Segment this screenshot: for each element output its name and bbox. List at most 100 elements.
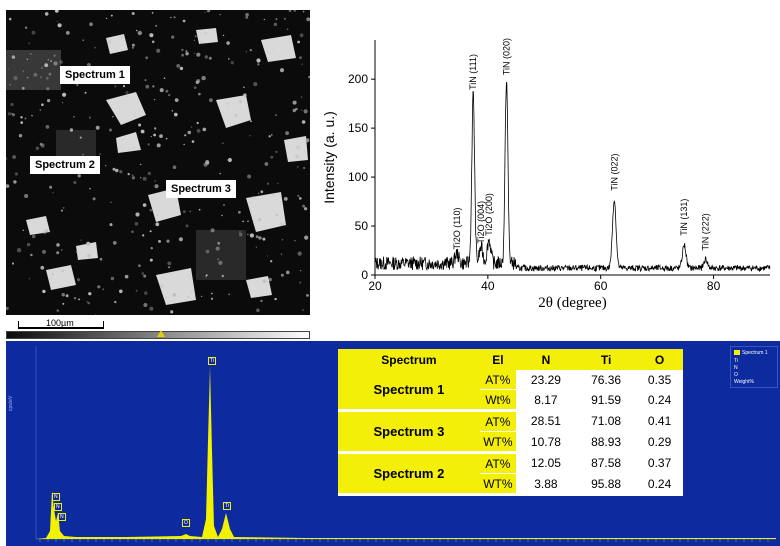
sem-speck: [258, 192, 260, 194]
unit-cell: WT%: [479, 431, 516, 454]
eds-peak-badge-n: N: [52, 493, 60, 501]
sem-speck: [249, 135, 251, 137]
sem-speck: [140, 177, 142, 179]
sem-speck: [142, 176, 147, 181]
sem-speck: [149, 258, 153, 262]
sem-speck: [176, 64, 181, 68]
sem-speck: [110, 14, 113, 17]
sem-speck: [156, 214, 159, 217]
sem-speck: [6, 184, 10, 188]
y-tick-label: 50: [355, 219, 369, 233]
table-row: WT% 10.78 88.93 0.29: [338, 431, 683, 454]
legend-item: Weight%: [734, 379, 754, 385]
sem-speck: [151, 40, 155, 44]
sem-speck: [275, 18, 278, 21]
sem-speck: [127, 172, 130, 176]
sem-speck: [21, 86, 25, 90]
sem-speck: [198, 208, 201, 211]
sem-speck: [297, 166, 299, 168]
sem-speck: [79, 136, 82, 139]
xrd-peak-label: TiN (020): [501, 38, 511, 75]
sem-speck: [262, 279, 267, 283]
sem-speck: [210, 292, 213, 295]
table-row: Wt% 8.17 91.59 0.24: [338, 389, 683, 412]
sem-speck: [226, 102, 229, 105]
sem-speck: [153, 98, 156, 101]
sem-speck: [131, 176, 136, 180]
sem-speck: [193, 52, 195, 55]
sem-speck: [228, 58, 230, 60]
sem-speck: [181, 48, 184, 52]
sem-speck: [268, 277, 272, 282]
sem-speck: [296, 145, 301, 150]
legend-label: O: [734, 372, 738, 378]
sem-speck: [260, 299, 263, 303]
sem-speck: [217, 241, 221, 245]
xrd-peak-label: Ti2O (110): [452, 207, 462, 249]
sem-speck: [143, 274, 147, 278]
sem-speck: [242, 220, 245, 223]
sem-speck: [153, 133, 157, 137]
sem-particle: [246, 192, 286, 232]
sem-speck: [133, 115, 136, 117]
sem-speck: [50, 60, 53, 63]
sem-speck: [190, 126, 193, 128]
sem-speck: [45, 125, 50, 129]
sem-speck: [159, 134, 163, 138]
sem-speck: [245, 50, 248, 53]
sem-speck: [200, 41, 202, 44]
sem-particle: [216, 95, 251, 128]
sem-speck: [279, 68, 285, 73]
sem-speck: [61, 269, 65, 273]
sem-speck: [89, 22, 93, 26]
sem-speck: [217, 258, 219, 260]
sem-speck: [114, 300, 117, 304]
unit-cell: WT%: [479, 473, 516, 496]
sem-speck: [150, 135, 152, 138]
ti-cell: 71.08: [576, 410, 637, 432]
sem-speck: [122, 85, 126, 88]
sem-speck: [131, 230, 134, 234]
sem-speck: [205, 249, 210, 254]
sem-speck: [198, 92, 201, 96]
header-o: O: [636, 349, 683, 370]
x-tick-label: 80: [707, 279, 721, 293]
xrd-trace: [374, 82, 771, 273]
sem-speck: [165, 89, 169, 93]
sem-speck: [258, 217, 262, 222]
sem-speck: [221, 214, 223, 217]
sem-speck: [142, 234, 145, 237]
sem-speck: [138, 264, 141, 267]
sem-speck: [99, 153, 101, 155]
sem-speck: [262, 237, 266, 241]
sem-speck: [201, 75, 206, 81]
sem-speck: [76, 83, 79, 87]
sem-speck: [14, 172, 18, 176]
sem-speck: [40, 265, 45, 270]
sem-speck: [39, 109, 42, 111]
sem-speck: [273, 48, 275, 51]
sem-speck: [135, 289, 138, 292]
sem-speck: [159, 88, 164, 93]
sem-speck: [299, 33, 304, 38]
x-axis-label: 2θ (degree): [538, 295, 606, 311]
sem-speck: [49, 185, 53, 189]
sem-speck: [273, 22, 278, 27]
sem-speck: [47, 59, 50, 61]
sem-particle: [196, 28, 218, 44]
legend-item: O: [734, 372, 738, 378]
sem-speck: [134, 222, 139, 226]
y-tick-label: 100: [348, 170, 368, 184]
sem-speck: [132, 146, 135, 149]
sem-speck: [168, 93, 171, 97]
sem-speck: [182, 210, 186, 214]
sem-speck: [24, 117, 27, 120]
sem-speck: [247, 220, 249, 222]
eds-peak-badge-o: O: [182, 519, 190, 527]
header-spectrum: Spectrum: [338, 349, 480, 370]
sem-speck: [297, 194, 300, 197]
n-cell: 8.17: [515, 389, 577, 411]
sem-speck: [125, 91, 129, 95]
sem-speck: [73, 297, 77, 300]
sem-speck: [275, 213, 278, 217]
